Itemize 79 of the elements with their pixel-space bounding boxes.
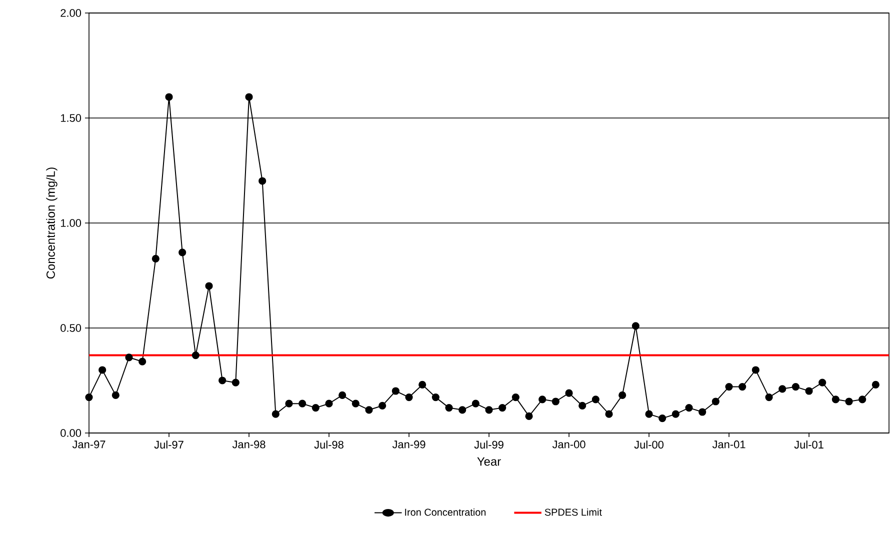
point <box>498 404 506 412</box>
x-tick-label: Jan-97 <box>72 440 106 448</box>
x-tick-label: Jul-98 <box>314 440 344 449</box>
point <box>658 414 666 422</box>
point <box>312 404 320 412</box>
x-tick-label: Jan-99 <box>392 440 426 448</box>
point <box>485 406 493 414</box>
point <box>578 402 586 410</box>
point <box>765 394 773 402</box>
point <box>818 378 826 386</box>
point <box>685 404 693 412</box>
point <box>525 412 533 420</box>
point <box>85 394 93 402</box>
point <box>672 410 680 418</box>
point <box>792 383 800 391</box>
point <box>538 396 546 404</box>
point <box>592 396 600 404</box>
y-tick-label: 0.50 <box>60 324 82 332</box>
x-tick-label: Jul-97 <box>154 440 184 449</box>
point <box>325 400 333 408</box>
legend-label: SPDES Limit <box>544 508 602 516</box>
point <box>752 366 760 374</box>
point <box>232 378 240 386</box>
point <box>192 352 200 360</box>
point <box>565 389 573 397</box>
point <box>178 248 186 256</box>
point <box>112 391 120 399</box>
point <box>218 376 226 384</box>
point <box>365 406 373 414</box>
point <box>472 400 480 408</box>
point <box>298 400 306 408</box>
legend-label: Iron Concentration <box>405 508 486 516</box>
x-tick-label: Jan-00 <box>552 440 586 448</box>
point <box>378 402 386 410</box>
point <box>152 254 160 262</box>
point <box>392 387 400 395</box>
point <box>738 383 746 391</box>
point <box>245 93 253 101</box>
point <box>98 366 106 374</box>
point <box>272 410 280 418</box>
point <box>605 410 613 418</box>
x-axis-title: Year <box>477 457 501 466</box>
point <box>778 385 786 393</box>
point <box>352 400 360 408</box>
y-tick-label: 0.00 <box>60 429 82 437</box>
point <box>125 354 133 362</box>
point <box>552 398 560 406</box>
y-axis-title: Concentration (mg/L) <box>46 168 58 279</box>
y-tick-label: 1.50 <box>60 114 82 122</box>
point <box>285 400 293 408</box>
point <box>845 398 853 406</box>
point <box>858 396 866 404</box>
point <box>512 394 520 402</box>
point <box>165 93 173 101</box>
point <box>432 394 440 402</box>
point <box>258 177 266 185</box>
y-tick-label: 2.00 <box>60 9 82 17</box>
point <box>418 380 426 388</box>
x-tick-label: Jul-00 <box>634 440 664 449</box>
point <box>712 398 720 406</box>
point <box>805 387 813 395</box>
x-tick-label: Jul-99 <box>474 440 504 449</box>
point <box>458 406 466 414</box>
point <box>725 383 733 391</box>
point <box>832 396 840 404</box>
point <box>698 408 706 416</box>
point <box>445 404 453 412</box>
point <box>138 358 146 366</box>
y-tick-label: 1.00 <box>60 219 82 227</box>
point <box>645 410 653 418</box>
point <box>405 394 413 402</box>
point <box>872 380 880 388</box>
x-tick-label: Jul-01 <box>794 440 824 449</box>
point <box>205 282 213 290</box>
x-tick-label: Jan-98 <box>232 440 266 448</box>
point <box>338 391 346 399</box>
point <box>618 391 626 399</box>
point <box>632 322 640 330</box>
x-tick-label: Jan-01 <box>712 440 746 448</box>
